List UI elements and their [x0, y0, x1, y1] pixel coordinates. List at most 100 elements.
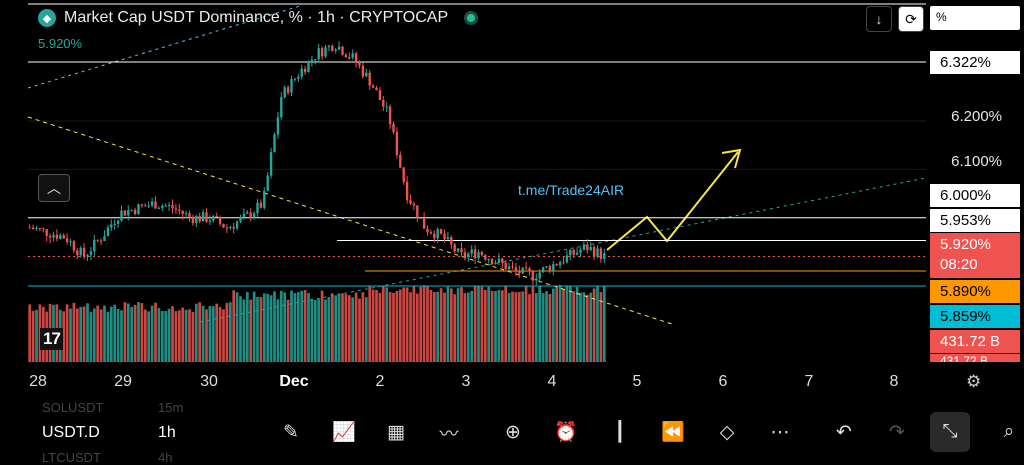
- volume-bar: [75, 308, 79, 362]
- candle-body: [375, 87, 378, 91]
- grid-icon[interactable]: ▦: [387, 421, 405, 443]
- volume-bar: [194, 303, 198, 362]
- volume-bar: [126, 303, 130, 362]
- candle-body: [603, 253, 606, 260]
- scale-input[interactable]: %: [930, 6, 1020, 30]
- volume-bar: [317, 299, 321, 362]
- candle-body: [86, 255, 89, 257]
- volume-bar: [337, 293, 341, 362]
- candle-body: [545, 266, 548, 268]
- candle-body: [497, 258, 501, 263]
- layers-icon[interactable]: ◇: [719, 421, 735, 443]
- candle-body: [273, 134, 276, 153]
- volume-bar: [123, 302, 127, 362]
- volume-bar: [470, 290, 474, 362]
- candle-body: [317, 48, 320, 60]
- price-label-6100: 6.100%: [951, 153, 1002, 170]
- candle-body: [518, 270, 521, 274]
- candle-body: [473, 249, 477, 259]
- candle-body: [256, 202, 259, 214]
- candle-body: [225, 227, 229, 229]
- candle-body: [535, 278, 538, 281]
- price-label-6200: 6.200%: [951, 108, 1002, 125]
- volume-bar: [82, 306, 86, 362]
- candle-body: [218, 217, 222, 224]
- candle-body: [477, 252, 480, 259]
- volume-bars: [28, 285, 606, 362]
- candle-body: [599, 248, 603, 260]
- fullscreen-icon[interactable]: ⤡: [930, 412, 970, 452]
- candle-body: [164, 205, 167, 207]
- candle-body: [579, 249, 582, 253]
- price-chart[interactable]: [0, 0, 1024, 400]
- candle-body: [412, 203, 416, 206]
- volume-bar: [562, 289, 565, 362]
- volume-bar: [463, 293, 467, 362]
- volume-bar: [133, 304, 137, 362]
- volume-bar: [392, 292, 395, 362]
- volume-bar: [368, 285, 372, 362]
- volume-bar: [405, 287, 409, 362]
- candle-body: [487, 259, 490, 261]
- ghost-symbol-above: SOLUSDT: [42, 400, 104, 415]
- more-icon[interactable]: ⋯: [770, 421, 790, 443]
- download-icon[interactable]: ↓: [866, 6, 892, 32]
- candle-body: [242, 213, 246, 218]
- interval-selector[interactable]: 1h: [158, 424, 176, 441]
- volume-bar: [443, 292, 446, 362]
- volume-bar: [551, 288, 555, 362]
- candle-icon[interactable]: ┃: [614, 421, 626, 443]
- candle-body: [55, 234, 59, 239]
- candle-body: [494, 262, 497, 265]
- volume-bar: [327, 297, 331, 362]
- volume-bar: [89, 311, 93, 362]
- volume-bar: [276, 299, 280, 362]
- candle-body: [89, 251, 93, 256]
- volume-bar: [572, 291, 576, 362]
- price-badge-5953: 5.953%: [930, 209, 1020, 232]
- volume-bar: [449, 288, 453, 362]
- candle-body: [348, 57, 351, 59]
- volume-bar: [409, 292, 412, 362]
- volume-bar: [592, 288, 596, 362]
- candle-body: [521, 267, 524, 274]
- pencil-icon[interactable]: ✎: [283, 421, 299, 443]
- candle-body: [184, 213, 188, 215]
- settings-icon[interactable]: ⚙: [966, 372, 982, 391]
- indicator-icon[interactable]: 〰: [439, 423, 459, 445]
- candle-body: [239, 217, 242, 222]
- collapse-chevron-icon[interactable]: ︿: [38, 174, 70, 202]
- search-icon[interactable]: ⌕: [1003, 421, 1015, 442]
- time-label: 5: [632, 373, 642, 390]
- candle-body: [365, 72, 368, 77]
- candle-body: [460, 248, 463, 253]
- volume-bar: [483, 289, 487, 362]
- tradingview-logo: 17: [40, 328, 63, 350]
- replay-icon[interactable]: ⏪: [661, 422, 685, 443]
- plus-circle-icon[interactable]: ⊕: [505, 421, 521, 443]
- compare-icon[interactable]: ⟳: [898, 6, 924, 32]
- candle-body: [337, 46, 341, 50]
- volume-bar: [218, 307, 222, 362]
- chart-header[interactable]: ◆ Market Cap USDT Dominance, % · 1h · CR…: [38, 9, 479, 27]
- candle-body: [501, 258, 504, 263]
- volume-bar: [568, 285, 572, 362]
- candle-body: [368, 72, 371, 86]
- symbol-selector[interactable]: USDT.D: [42, 424, 100, 441]
- volume-bar: [596, 286, 599, 362]
- candle-body: [541, 267, 545, 273]
- candle-body: [106, 227, 110, 236]
- alarm-icon[interactable]: ⏰: [554, 422, 578, 443]
- annotation-text: t.me/Trade24AIR: [518, 182, 625, 198]
- redo-icon[interactable]: ↷: [889, 421, 905, 443]
- volume-bar: [480, 286, 484, 362]
- volume-bar: [466, 292, 470, 362]
- volume-bar: [191, 311, 195, 362]
- undo-icon[interactable]: ↶: [836, 421, 852, 443]
- volume-bar: [120, 310, 123, 362]
- volume-bar: [273, 291, 276, 362]
- usdt-logo-icon: ◆: [38, 9, 56, 27]
- chart-add-icon[interactable]: 📈: [332, 422, 356, 443]
- candle-body: [361, 65, 365, 77]
- volume-bar: [157, 308, 161, 362]
